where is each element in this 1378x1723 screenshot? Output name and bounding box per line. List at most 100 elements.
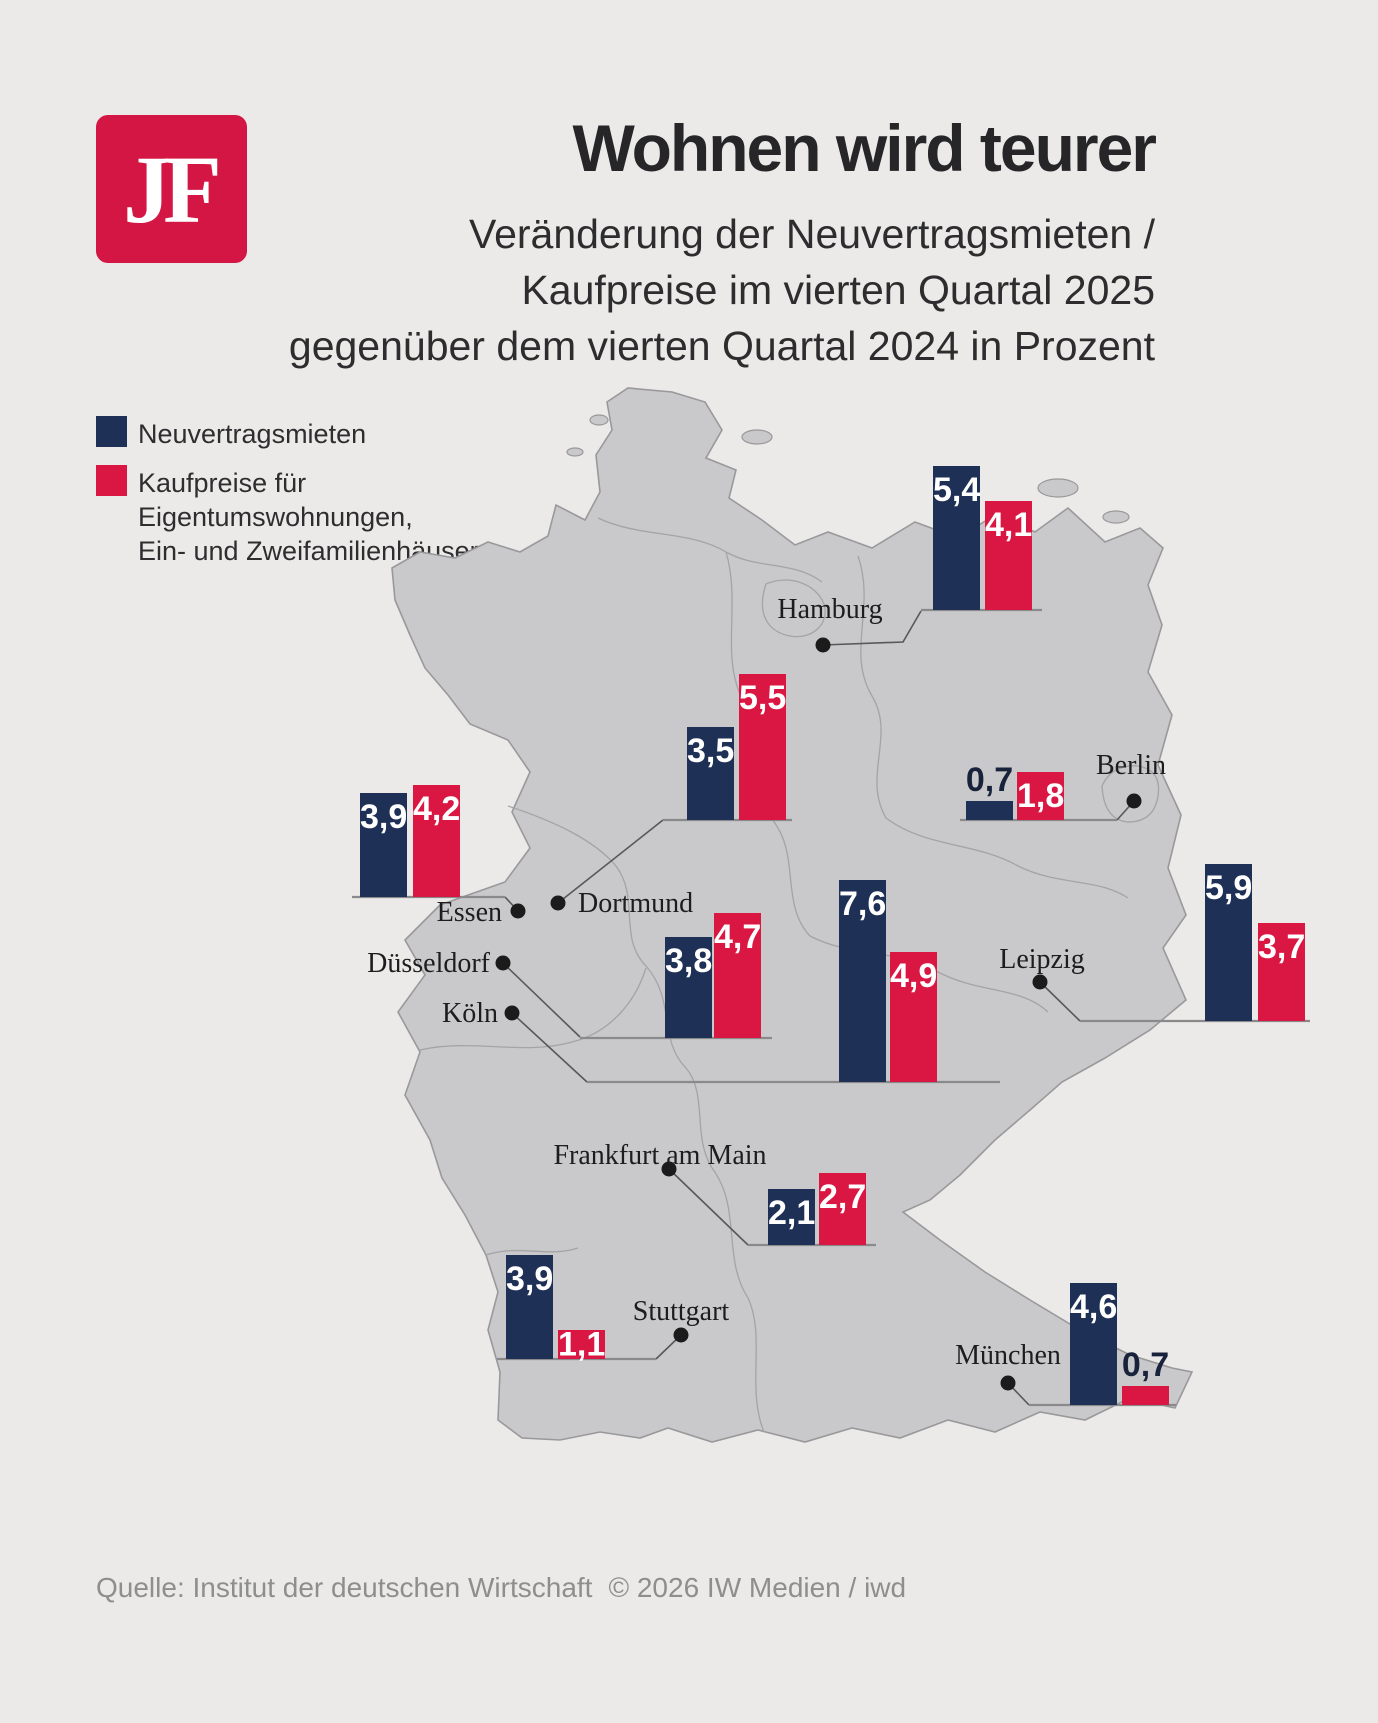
legend: Neuvertragsmieten Kaufpreise für Eigentu… — [96, 416, 479, 582]
bar-value-k-ln-kaufpreise: 4,9 — [890, 957, 938, 995]
state-border — [419, 967, 647, 1051]
bar-value-d-sseldorf-mieten: 3,8 — [665, 942, 713, 980]
bar-stuttgart-kaufpreise: 1,1 — [558, 1324, 606, 1363]
bar-m-nchen-kaufpreise — [1122, 1386, 1169, 1405]
city-label-m-nchen: München — [955, 1340, 1061, 1371]
state-border — [711, 1167, 765, 1433]
city-dot-stuttgart — [673, 1327, 689, 1343]
source-note: Quelle: Institut der deutschen Wirtschaf… — [96, 1572, 906, 1604]
bar-value-leipzig-kaufpreise: 3,7 — [1258, 928, 1306, 966]
legend-swatch-kaufpreise — [96, 465, 127, 496]
page-title: Wohnen wird teurer — [572, 111, 1157, 185]
island — [1102, 510, 1130, 524]
city-label-dortmund: Dortmund — [578, 888, 694, 919]
bar-value-m-nchen-kaufpreise: 0,7 — [1121, 1346, 1170, 1384]
bar-value-frankfurt-am-main-mieten: 2,1 — [768, 1194, 816, 1232]
subtitle-line-2: Kaufpreise im vierten Quartal 2025 — [521, 267, 1155, 313]
bar-value-d-sseldorf-kaufpreise: 4,7 — [714, 918, 762, 956]
city-label-leipzig: Leipzig — [999, 944, 1085, 975]
city-dot-hamburg — [815, 637, 831, 653]
connector-line-frankfurt-am-main — [668, 1168, 749, 1246]
city-label-essen: Essen — [436, 897, 502, 928]
bar-value-hamburg-mieten: 5,4 — [933, 471, 981, 509]
bar-frankfurt-am-main-kaufpreise: 2,7 — [819, 1173, 866, 1245]
island — [741, 429, 773, 445]
city-dot-essen — [510, 903, 526, 919]
city-dot-d-sseldorf — [495, 955, 511, 971]
source-text: Quelle: Institut der deutschen Wirtschaf… — [96, 1572, 593, 1603]
legend-kaufpreise-line-1: Kaufpreise für — [138, 468, 307, 498]
city-label-hamburg: Hamburg — [777, 594, 883, 625]
state-border — [485, 1247, 579, 1256]
bar-dortmund-kaufpreise: 5,5 — [739, 674, 786, 820]
legend-label-kaufpreise: Kaufpreise für Eigentumswohnungen, Ein- … — [138, 465, 479, 568]
bar-hamburg-kaufpreise: 4,1 — [985, 501, 1032, 610]
bar-value-k-ln-mieten: 7,6 — [839, 885, 887, 923]
state-border — [597, 517, 823, 583]
bar-k-ln-mieten: 7,6 — [839, 880, 886, 1082]
bar-hamburg-mieten: 5,4 — [933, 466, 980, 610]
bar-value-dortmund-mieten: 3,5 — [687, 732, 735, 770]
city-label-d-sseldorf: Düsseldorf — [367, 948, 490, 979]
connector-line-hamburg — [822, 610, 922, 646]
bar-d-sseldorf-kaufpreise: 4,7 — [714, 913, 761, 1038]
connector-line-k-ln — [511, 1012, 588, 1083]
island — [1037, 478, 1079, 498]
bar-k-ln-kaufpreise: 4,9 — [890, 952, 937, 1082]
state-border — [1101, 765, 1160, 823]
legend-item-kaufpreise: Kaufpreise für Eigentumswohnungen, Ein- … — [96, 465, 479, 568]
island — [566, 447, 584, 457]
bar-value-berlin-kaufpreise: 1,8 — [1017, 777, 1065, 815]
bar-value-essen-kaufpreise: 4,2 — [413, 790, 461, 828]
city-label-berlin: Berlin — [1096, 750, 1166, 781]
bar-essen-kaufpreise: 4,2 — [413, 785, 460, 897]
bar-value-stuttgart-kaufpreise: 1,1 — [558, 1324, 606, 1363]
state-border — [761, 579, 826, 638]
subtitle-line-1: Veränderung der Neuvertragsmieten / — [468, 211, 1155, 257]
legend-item-mieten: Neuvertragsmieten — [96, 416, 479, 451]
state-border — [645, 965, 713, 1169]
city-label-k-ln: Köln — [442, 998, 498, 1029]
connector-line-dortmund — [557, 819, 664, 904]
germany-outline — [391, 387, 1194, 1443]
bar-m-nchen-mieten: 4,6 — [1070, 1283, 1117, 1405]
city-dot-k-ln — [504, 1005, 520, 1021]
bar-berlin-mieten — [966, 801, 1013, 820]
state-border — [507, 805, 647, 967]
connector-line-d-sseldorf — [502, 962, 581, 1038]
bar-leipzig-kaufpreise: 3,7 — [1258, 923, 1305, 1021]
bar-essen-mieten: 3,9 — [360, 793, 407, 897]
bar-value-frankfurt-am-main-kaufpreise: 2,7 — [819, 1178, 867, 1216]
state-border — [885, 817, 1129, 899]
bar-d-sseldorf-mieten: 3,8 — [665, 937, 712, 1038]
legend-swatch-mieten — [96, 416, 127, 447]
copyright-text: © 2026 IW Medien / iwd — [608, 1572, 907, 1603]
city-dot-frankfurt-am-main — [661, 1161, 677, 1177]
city-label-frankfurt-am-main: Frankfurt am Main — [553, 1140, 767, 1171]
bar-value-dortmund-kaufpreise: 5,5 — [739, 679, 787, 717]
bar-value-hamburg-kaufpreise: 4,1 — [985, 506, 1033, 544]
legend-label-mieten: Neuvertragsmieten — [138, 419, 367, 449]
bar-leipzig-mieten: 5,9 — [1205, 864, 1252, 1021]
bar-berlin-kaufpreise: 1,8 — [1017, 772, 1064, 820]
city-dot-berlin — [1126, 793, 1142, 809]
city-dot-dortmund — [550, 895, 566, 911]
bar-frankfurt-am-main-mieten: 2,1 — [768, 1189, 815, 1245]
connector-line-leipzig — [1039, 981, 1081, 1022]
bar-value-berlin-mieten: 0,7 — [965, 761, 1014, 799]
bar-stuttgart-mieten: 3,9 — [506, 1255, 553, 1359]
legend-kaufpreise-line-2: Eigentumswohnungen, — [138, 502, 413, 532]
city-dot-m-nchen — [1000, 1375, 1016, 1391]
subtitle-line-3: gegenüber dem vierten Quartal 2024 in Pr… — [288, 323, 1155, 369]
bar-value-essen-mieten: 3,9 — [360, 798, 408, 836]
bar-dortmund-mieten: 3,5 — [687, 727, 734, 820]
subtitle: Veränderung der Neuvertragsmieten / Kauf… — [289, 206, 1155, 374]
state-border — [857, 555, 887, 819]
jf-logo: JF — [96, 115, 247, 263]
bar-value-stuttgart-mieten: 3,9 — [506, 1260, 554, 1298]
island — [589, 414, 609, 426]
bar-value-m-nchen-mieten: 4,6 — [1070, 1288, 1118, 1326]
